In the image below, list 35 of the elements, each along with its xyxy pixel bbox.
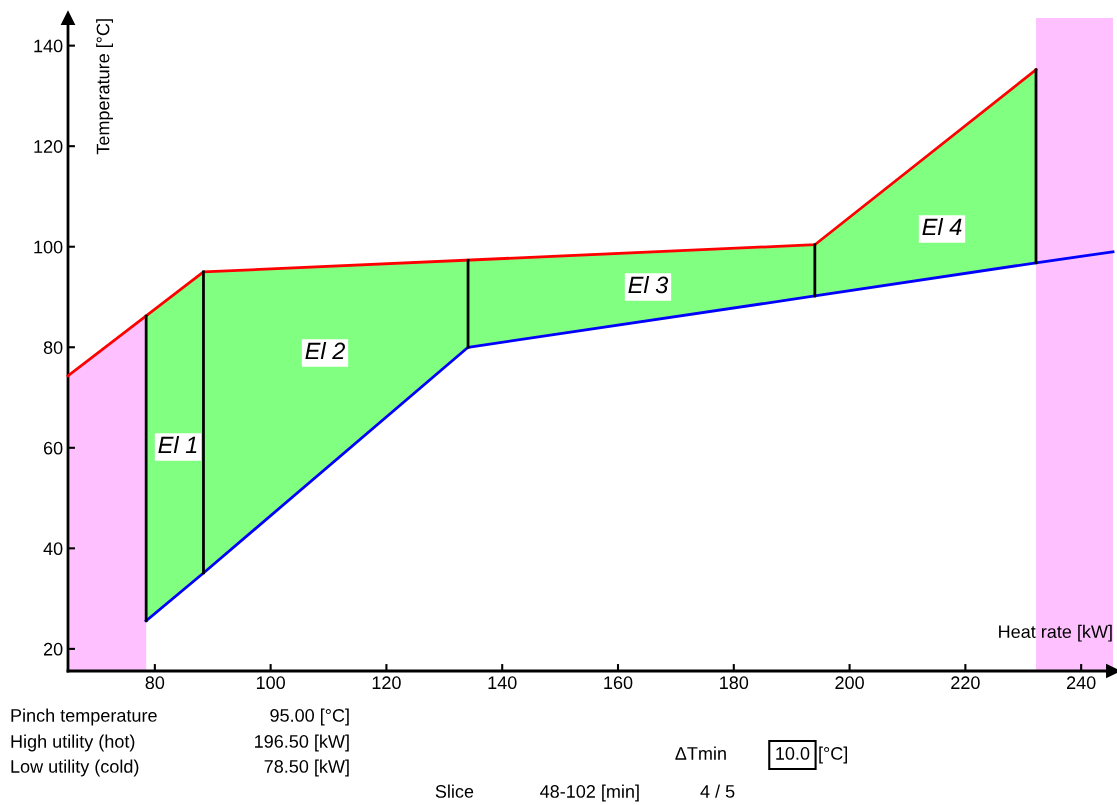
x-tick-label: 220	[951, 676, 980, 690]
x-tick-label: 100	[256, 676, 285, 690]
x-tick-label: 240	[1067, 676, 1096, 690]
x-tick-label: 200	[835, 676, 864, 690]
annotation: El 1	[158, 435, 197, 454]
x-tick-label: 140	[488, 676, 517, 690]
x-axis-title: Heat rate [kW]	[999, 624, 1112, 642]
text: ΔTmin	[675, 746, 726, 760]
text: 196.50 [kW]	[255, 734, 349, 752]
text: 95.00 [°C]	[270, 708, 349, 726]
y-tick-label: 140	[34, 39, 63, 53]
text: [°C]	[819, 746, 848, 764]
y-tick-label: 20	[43, 642, 63, 656]
x-tick-label: 160	[604, 676, 633, 690]
x-tick-label: 120	[372, 676, 401, 690]
annotation: El 2	[305, 342, 345, 360]
y-tick-label: 100	[34, 240, 63, 254]
x-tick-label: 180	[720, 676, 749, 690]
y-axis-title: Temperature [°C]	[96, 19, 113, 155]
line-series	[144, 250, 1115, 623]
text: Low utility (cold)	[11, 759, 139, 777]
text: 78.50 [kW]	[264, 759, 349, 777]
text: High utility (hot)	[11, 734, 135, 752]
y-tick-label: 120	[34, 140, 63, 153]
x-tick-label: 80	[145, 676, 165, 690]
annotation: El 4	[922, 218, 962, 236]
y-tick-label: 40	[43, 542, 63, 556]
annotation: El 3	[628, 276, 669, 294]
text: Slice	[435, 784, 474, 798]
y-tick-label: 80	[43, 341, 63, 354]
text: 4 / 5	[700, 784, 735, 798]
text: 48-102 [min]	[540, 784, 639, 802]
y-tick-label: 60	[43, 441, 63, 455]
text: Pinch temperature	[11, 708, 157, 726]
text: 10.0	[776, 747, 810, 760]
